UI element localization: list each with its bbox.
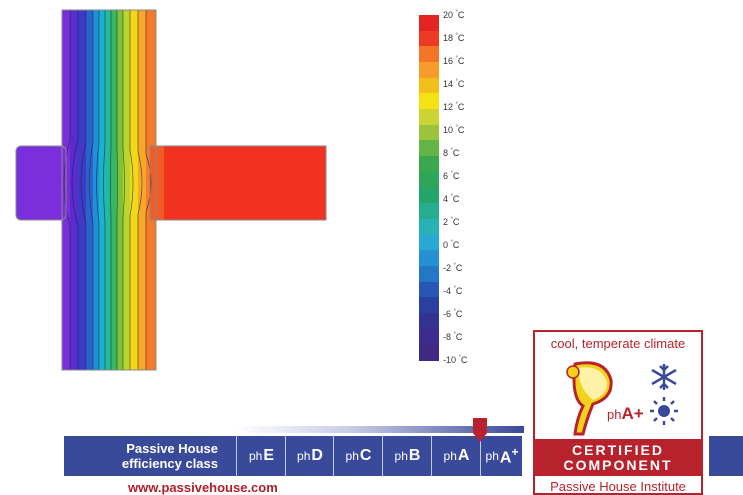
legend-swatch (419, 62, 439, 79)
legend-swatch (419, 140, 439, 157)
legend-tick-label: 6 °C (443, 171, 460, 181)
efficiency-heading-line2: efficiency class (121, 456, 218, 471)
thermal-simulation-diagram (15, 9, 327, 371)
efficiency-class-d: ph D (285, 436, 334, 476)
legend-tick-label: 18 °C (443, 33, 465, 43)
legend-tick-label: 10 °C (443, 125, 465, 135)
legend-tick-label: 0 °C (443, 240, 460, 250)
frame-outer-flange (16, 146, 66, 220)
current-class-marker (473, 418, 487, 442)
legend-tick-label: 14 °C (443, 79, 465, 89)
legend-swatch (419, 109, 439, 126)
certified-component-badge: cool, temperate climate phA+ CERTIFIED C… (533, 330, 703, 495)
legend-tick-label: 12 °C (443, 102, 465, 112)
legend-tick-label: 8 °C (443, 148, 460, 158)
legend-swatch (419, 344, 439, 361)
legend-swatch (419, 281, 439, 298)
legend-swatch (419, 93, 439, 110)
legend-swatch (419, 187, 439, 204)
snowflake-icon (651, 364, 677, 390)
efficiency-class-c: ph C (333, 436, 383, 476)
legend-tick-label: 20 °C (443, 10, 465, 20)
certificate-grade-prefix: ph (607, 407, 622, 422)
frame-inner-body (150, 146, 326, 220)
legend-tick-label: -10 °C (443, 355, 468, 365)
sun-icon (650, 397, 678, 425)
legend-swatch (419, 328, 439, 345)
legend-tick-label: -4 °C (443, 286, 463, 296)
legend-swatch (419, 297, 439, 314)
legend-tick-label: -6 °C (443, 309, 463, 319)
efficiency-class-e: ph E (236, 436, 286, 476)
legend-tick-label: -8 °C (443, 332, 463, 342)
passive-house-logo-icon (566, 361, 613, 436)
certified-component-band: CERTIFIED COMPONENT (535, 439, 701, 476)
certificate-grade: phA+ (607, 404, 644, 424)
isotherm-lines (63, 10, 152, 370)
legend-swatch (419, 171, 439, 189)
efficiency-class-aplus: ph A+ (480, 436, 523, 476)
legend-swatch (419, 124, 439, 142)
legend-swatch (419, 250, 439, 267)
legend-swatch (419, 15, 439, 32)
efficiency-class-a: ph A (431, 436, 481, 476)
temperature-legend (419, 15, 439, 361)
legend-swatch (419, 234, 439, 251)
climate-zone-label: cool, temperate climate (550, 336, 686, 351)
legend-swatch (419, 218, 439, 236)
legend-tick-label: -2 °C (443, 263, 463, 273)
legend-tick-label: 4 °C (443, 194, 460, 204)
website-url[interactable]: www.passivehouse.com (128, 480, 278, 495)
legend-swatch (419, 203, 439, 220)
legend-swatch (419, 265, 439, 283)
efficiency-heading: Passive House efficiency class (64, 436, 228, 476)
certified-line2: COMPONENT (563, 457, 673, 473)
institute-label: Passive House Institute (550, 479, 686, 494)
certified-line1: CERTIFIED (572, 442, 664, 458)
certificate-grade-value: A+ (621, 404, 644, 423)
legend-swatch (419, 77, 439, 94)
legend-swatch (419, 30, 439, 47)
legend-tick-label: 16 °C (443, 56, 465, 66)
efficiency-gradient-bar (236, 426, 524, 433)
legend-tick-label: 2 °C (443, 217, 460, 227)
legend-swatch (419, 156, 439, 173)
efficiency-class-b: ph B (382, 436, 432, 476)
legend-swatch (419, 312, 439, 330)
efficiency-bar-end (709, 436, 743, 476)
legend-swatch (419, 46, 439, 63)
efficiency-heading-line1: Passive House (126, 441, 218, 456)
